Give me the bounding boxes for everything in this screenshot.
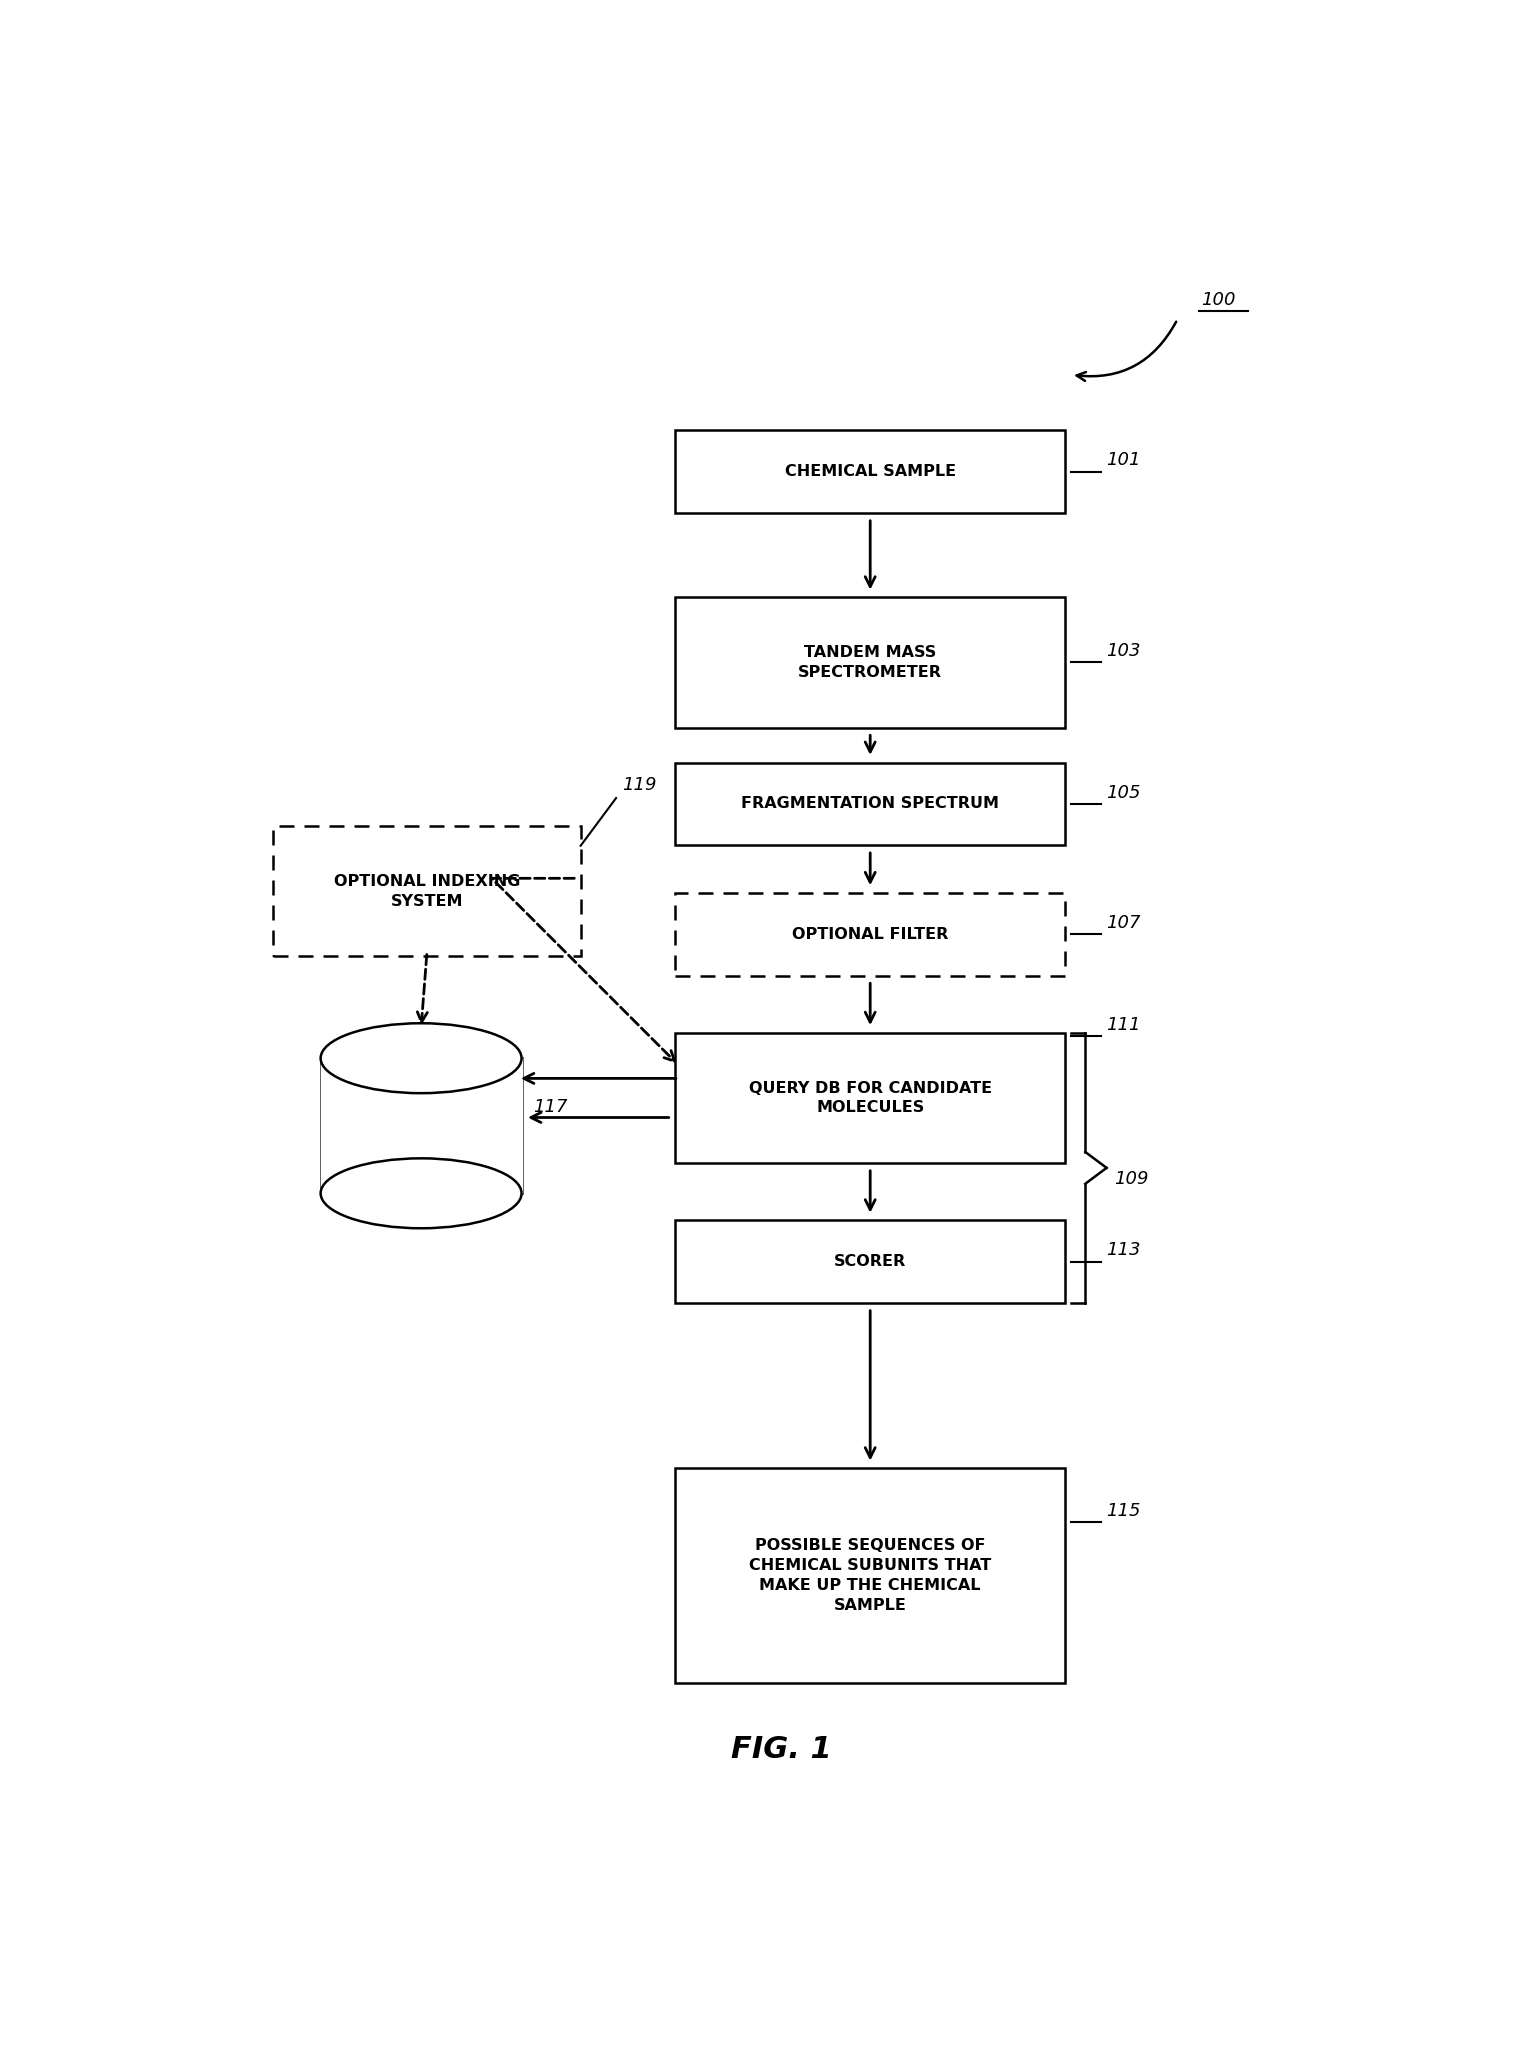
Text: POSSIBLE SEQUENCES OF
CHEMICAL SUBUNITS THAT
MAKE UP THE CHEMICAL
SAMPLE: POSSIBLE SEQUENCES OF CHEMICAL SUBUNITS … <box>749 1538 991 1612</box>
Text: 119: 119 <box>622 776 656 795</box>
Text: 101: 101 <box>1107 452 1141 469</box>
Text: 113: 113 <box>1107 1240 1141 1259</box>
Text: 111: 111 <box>1107 1015 1141 1034</box>
Text: FIG. 1: FIG. 1 <box>730 1736 833 1765</box>
Bar <box>320 1059 522 1193</box>
Text: 103: 103 <box>1107 642 1141 660</box>
Text: 115: 115 <box>1107 1501 1141 1519</box>
Text: SCORER: SCORER <box>834 1255 906 1269</box>
Ellipse shape <box>320 1158 522 1228</box>
Text: OPTIONAL FILTER: OPTIONAL FILTER <box>791 927 949 941</box>
Text: OPTIONAL INDEXING
SYSTEM: OPTIONAL INDEXING SYSTEM <box>334 873 520 908</box>
Ellipse shape <box>320 1024 522 1094</box>
FancyBboxPatch shape <box>676 1468 1064 1682</box>
Text: 100: 100 <box>1202 291 1235 310</box>
FancyBboxPatch shape <box>676 762 1064 846</box>
FancyBboxPatch shape <box>676 1032 1064 1164</box>
Text: QUERY DB FOR CANDIDATE
MOLECULES: QUERY DB FOR CANDIDATE MOLECULES <box>749 1082 991 1115</box>
FancyBboxPatch shape <box>676 1220 1064 1302</box>
FancyBboxPatch shape <box>676 894 1064 976</box>
Text: TANDEM MASS
SPECTROMETER: TANDEM MASS SPECTROMETER <box>798 646 942 679</box>
Text: 107: 107 <box>1107 914 1141 931</box>
FancyBboxPatch shape <box>676 431 1064 514</box>
Text: CHEMICAL SAMPLE: CHEMICAL SAMPLE <box>785 464 956 479</box>
Text: FRAGMENTATION SPECTRUM: FRAGMENTATION SPECTRUM <box>741 797 999 811</box>
Text: 105: 105 <box>1107 784 1141 801</box>
Text: 109: 109 <box>1113 1170 1148 1187</box>
FancyBboxPatch shape <box>676 596 1064 729</box>
Text: 117: 117 <box>534 1098 567 1117</box>
FancyBboxPatch shape <box>273 826 581 956</box>
